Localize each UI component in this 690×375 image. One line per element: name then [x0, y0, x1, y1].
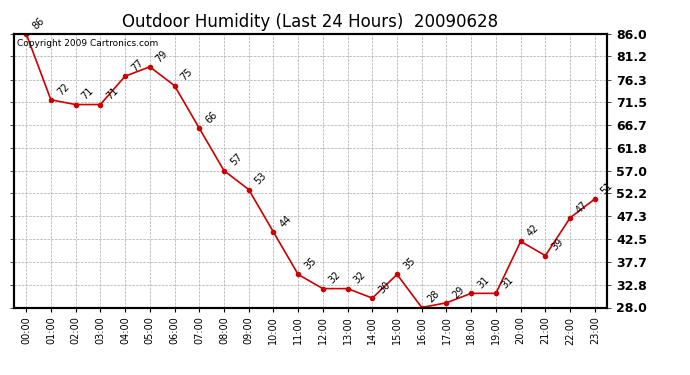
Text: 75: 75: [179, 67, 195, 83]
Text: Copyright 2009 Cartronics.com: Copyright 2009 Cartronics.com: [17, 39, 158, 48]
Text: 86: 86: [30, 15, 46, 31]
Text: 51: 51: [599, 180, 615, 196]
Text: 30: 30: [377, 279, 392, 295]
Text: 39: 39: [549, 237, 565, 253]
Text: 42: 42: [525, 223, 541, 238]
Text: 57: 57: [228, 152, 244, 168]
Text: 53: 53: [253, 171, 268, 187]
Text: 79: 79: [154, 48, 170, 64]
Text: 66: 66: [204, 110, 219, 125]
Text: 35: 35: [302, 256, 318, 272]
Text: 35: 35: [401, 256, 417, 272]
Text: 77: 77: [129, 57, 145, 74]
Text: 28: 28: [426, 289, 442, 305]
Text: 29: 29: [451, 284, 466, 300]
Text: 32: 32: [352, 270, 368, 286]
Text: 31: 31: [475, 275, 491, 291]
Text: 71: 71: [80, 86, 96, 102]
Text: 72: 72: [55, 81, 71, 97]
Title: Outdoor Humidity (Last 24 Hours)  20090628: Outdoor Humidity (Last 24 Hours) 2009062…: [122, 13, 499, 31]
Text: 32: 32: [327, 270, 343, 286]
Text: 44: 44: [277, 213, 293, 229]
Text: 47: 47: [574, 199, 590, 215]
Text: 71: 71: [104, 86, 120, 102]
Text: 31: 31: [500, 275, 516, 291]
